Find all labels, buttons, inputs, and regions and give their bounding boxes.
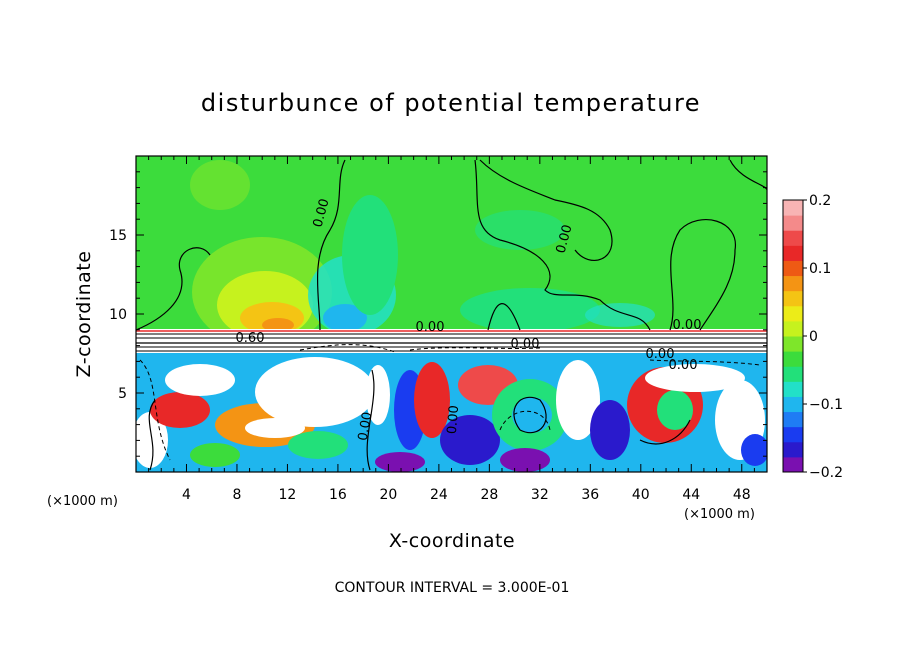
colorbar-swatch	[783, 200, 803, 216]
colorbar-swatch	[783, 260, 803, 277]
colorbar-tick-label: 0.2	[809, 193, 831, 209]
warm-patch-aloft	[190, 160, 250, 210]
contour-label: 0.00	[445, 405, 462, 435]
y-tick-label: 5	[118, 386, 127, 402]
colorbar-tick-label: −0.2	[809, 465, 843, 481]
contour-label: 0.60	[236, 331, 265, 346]
contour-lines-dashed	[139, 344, 761, 461]
contour-label: 0.00	[356, 411, 376, 442]
colorbar-swatch	[783, 320, 803, 337]
x-axis-ticks: 4 8 12 16 20 24 28 32 36 40 44 48	[148, 156, 755, 503]
x-unit-right: (×1000 m)	[684, 507, 755, 522]
x-tick-label: 28	[480, 487, 498, 503]
contour-label: 0.00	[311, 197, 333, 229]
colorbar-tick-label: 0.1	[809, 261, 831, 277]
contour-lines	[136, 159, 767, 471]
colorbar-swatch	[783, 305, 803, 322]
cool-patch-2	[323, 304, 367, 332]
y-axis-label: Z-coordinate	[73, 251, 95, 378]
contour-label: 0.00	[673, 318, 702, 333]
y-tick-label: 10	[109, 307, 127, 323]
colorbar-swatch	[783, 290, 803, 307]
cool-patch-4	[460, 288, 600, 332]
colorbar-tick-label: −0.1	[809, 397, 843, 413]
colorbar	[783, 200, 803, 473]
colorbar-swatch	[783, 456, 803, 473]
colorbar-swatch	[783, 366, 803, 382]
x-tick-label: 16	[329, 487, 347, 503]
cool-patch-5	[585, 303, 655, 327]
colorbar-swatch	[783, 215, 803, 231]
x-tick-label: 32	[531, 487, 549, 503]
colorbar-swatch	[783, 426, 803, 443]
x-tick-label: 24	[430, 487, 448, 503]
y-tick-label: 15	[109, 228, 127, 244]
y-axis-ticks: 5 10 15	[109, 171, 767, 457]
x-tick-label: 12	[279, 487, 297, 503]
contour-label: 0.00	[511, 337, 540, 352]
x-tick-label: 4	[182, 487, 191, 503]
cool-patch-3	[342, 195, 398, 315]
x-axis-label: X-coordinate	[389, 530, 515, 552]
colorbar-ticks: 0.2 0.1 0 −0.1 −0.2	[803, 193, 843, 481]
contour-label: 0.00	[416, 320, 445, 335]
cool-patch-6	[475, 210, 565, 250]
x-tick-label: 8	[232, 487, 241, 503]
x-tick-label: 36	[581, 487, 599, 503]
colorbar-swatch	[783, 381, 803, 397]
contour-interval-note: CONTOUR INTERVAL = 3.000E-01	[335, 580, 570, 596]
colorbar-swatch	[783, 245, 803, 261]
colorbar-swatch	[783, 441, 803, 458]
colorbar-swatch	[783, 275, 803, 292]
x-tick-label: 20	[379, 487, 397, 503]
colorbar-swatch	[783, 396, 803, 413]
chart-title: disturbunce of potential temperature	[201, 89, 701, 117]
x-unit-left: (×1000 m)	[47, 494, 118, 509]
contour-label: 0.00	[669, 358, 698, 373]
colorbar-swatch	[783, 351, 803, 367]
plot-area: 0.00 0.00 0.00 0.00 0.00 0.00 0.00 0.00 …	[136, 156, 767, 472]
colorbar-swatch	[783, 336, 803, 352]
warm-plume-peak	[262, 318, 294, 332]
x-tick-label: 48	[733, 487, 751, 503]
contour-label: 0.00	[646, 347, 675, 362]
colorbar-tick-label: 0	[809, 329, 818, 345]
stable-band	[136, 329, 767, 353]
colorbar-swatch	[783, 230, 803, 246]
x-tick-label: 40	[632, 487, 650, 503]
colorbar-swatch	[783, 411, 803, 428]
contour-label: 0.00	[554, 223, 576, 255]
x-tick-label: 44	[682, 487, 700, 503]
